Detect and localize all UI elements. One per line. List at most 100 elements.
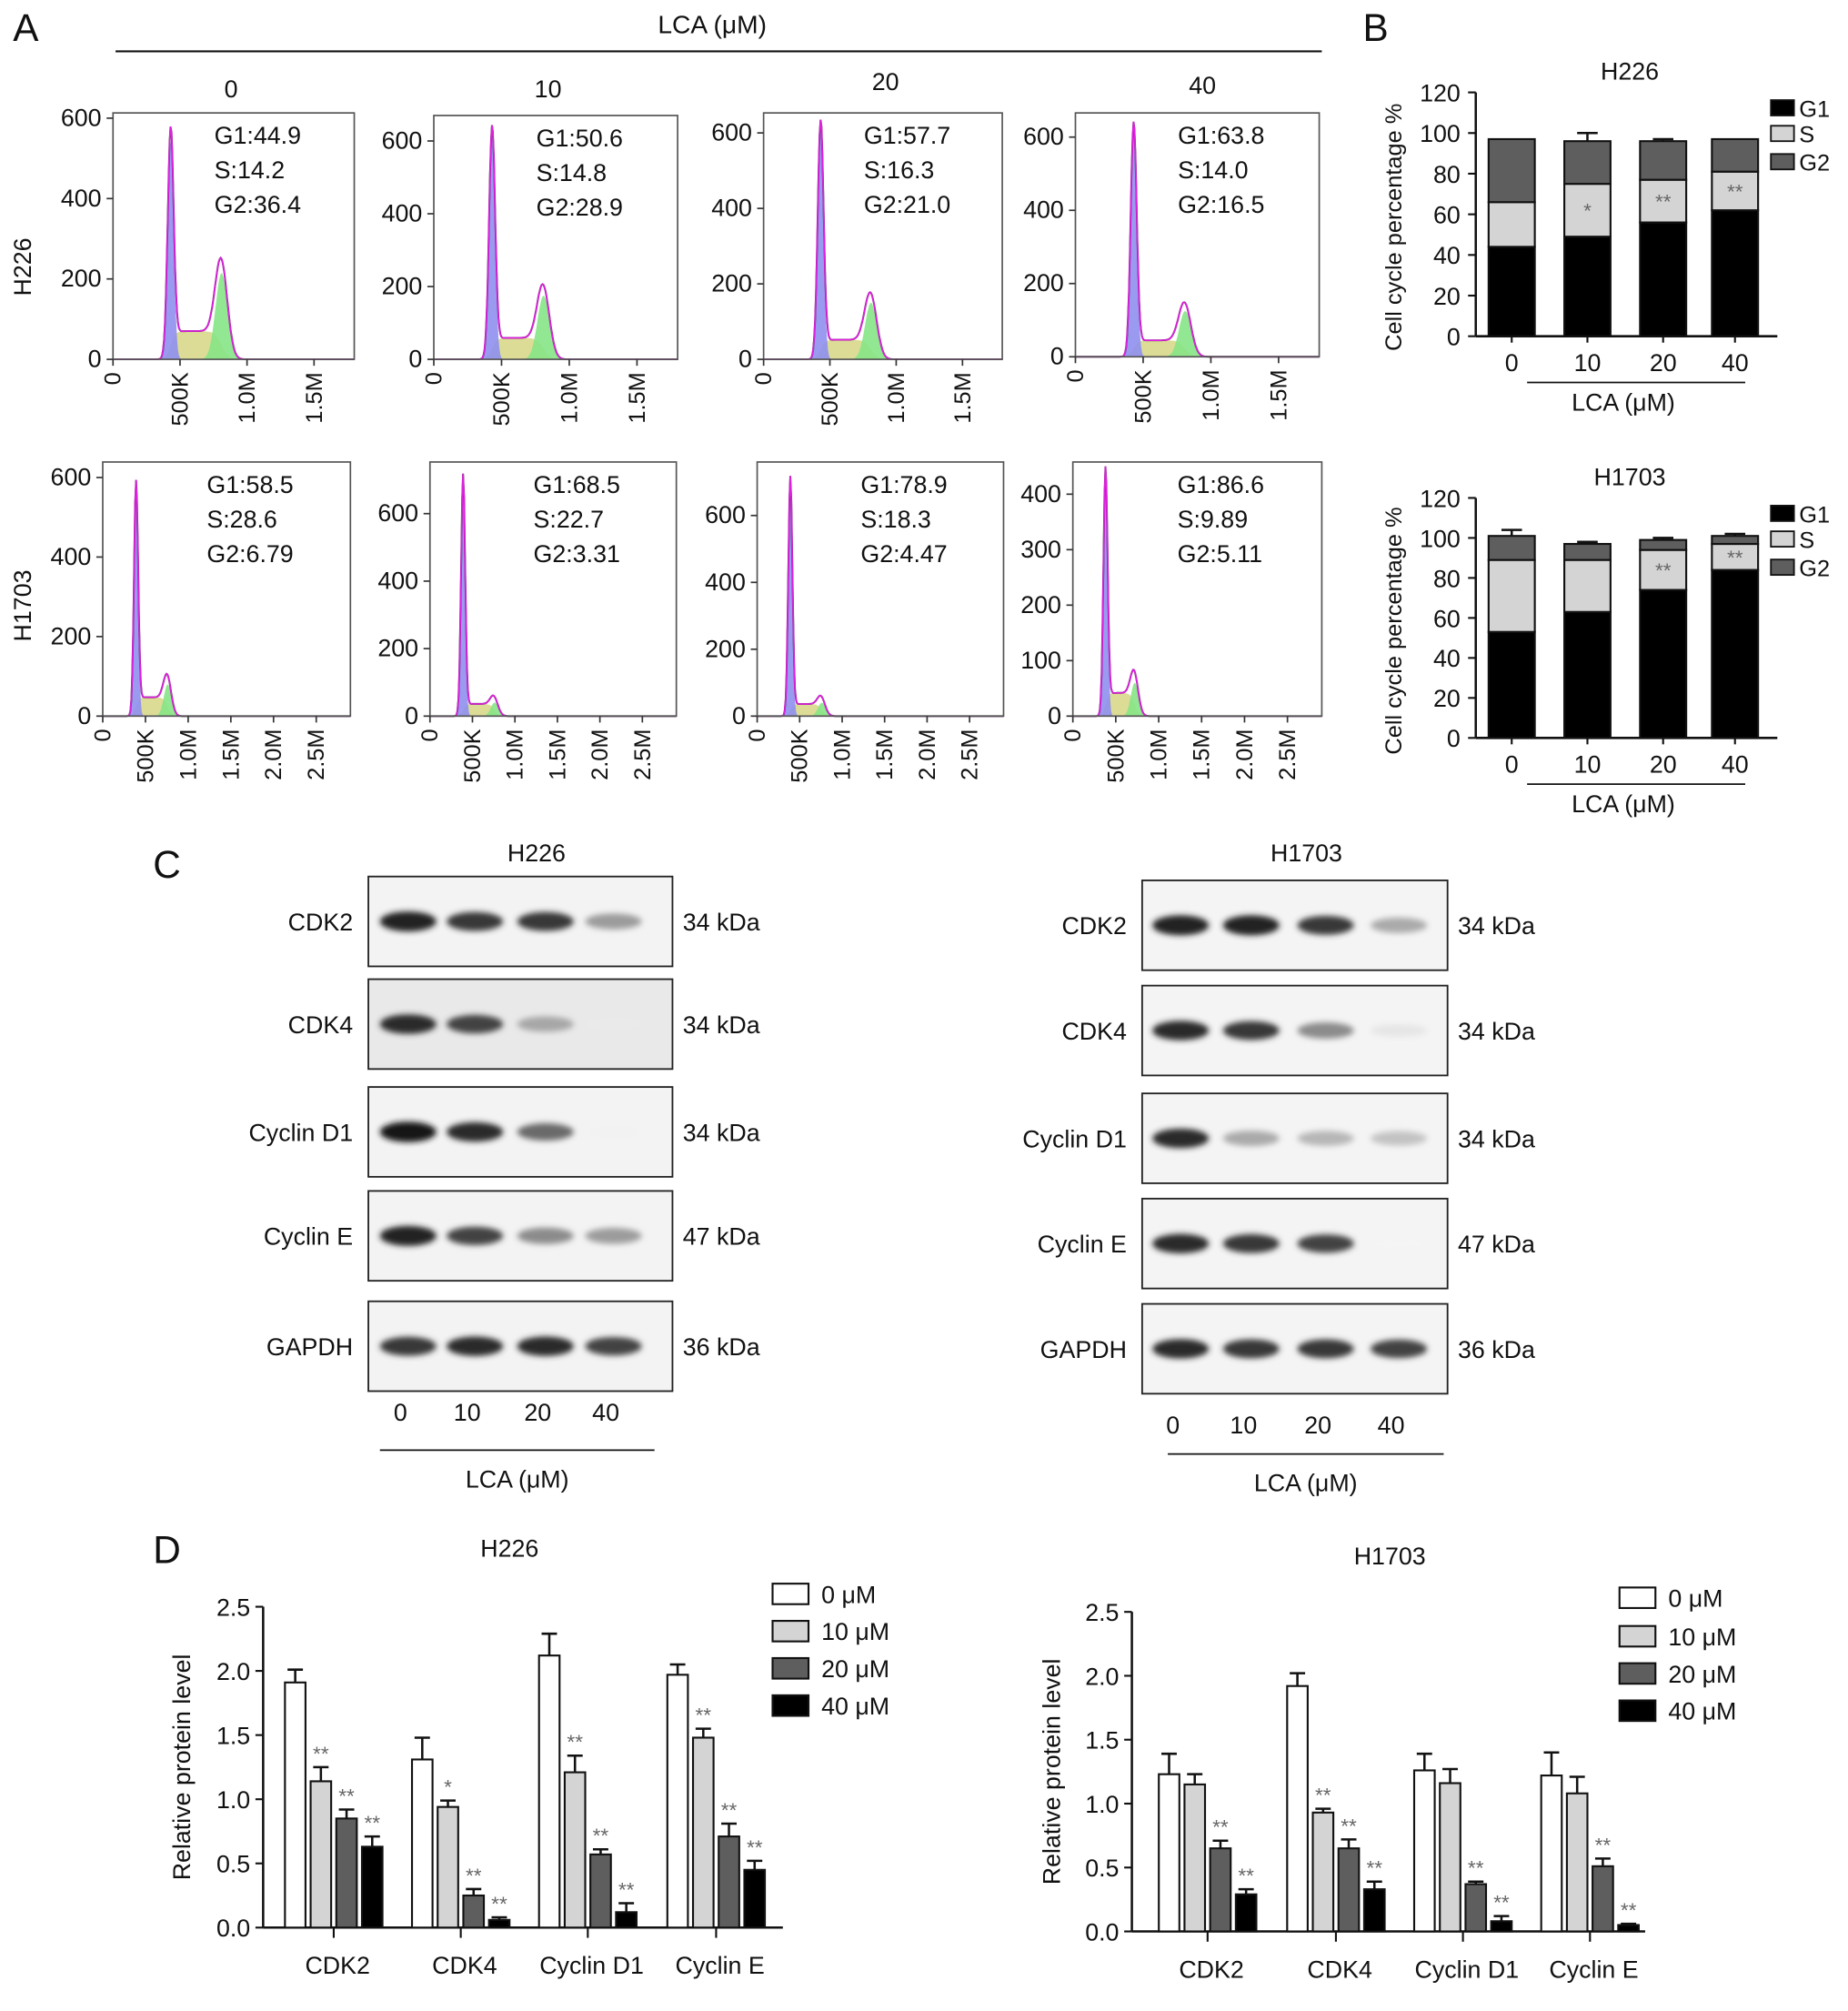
protein-label: GAPDH: [1040, 1336, 1127, 1363]
legend-label: G1: [1799, 96, 1830, 122]
y-tick-label: 20: [1433, 283, 1461, 310]
stacked-bar-segment-G2: [1711, 137, 1760, 173]
y-tick-label: 0: [1447, 324, 1461, 351]
x-tick-label: 1.5M: [1190, 729, 1215, 779]
legend-label: S: [1799, 123, 1814, 148]
bar-cyclin-d1-10uM: [563, 1771, 587, 1929]
protein-band: [1222, 1021, 1280, 1041]
y-tick-label: 600: [51, 463, 92, 490]
y-tick-label: 1.0: [216, 1786, 250, 1814]
plot-frame: [1074, 112, 1321, 358]
s-percentage: S:14.0: [1178, 156, 1248, 184]
bar-cyclin-d1-0uM: [537, 1654, 561, 1929]
bar-cyclin-e-20uM: [718, 1835, 740, 1929]
y-tick-label: 600: [1023, 123, 1064, 150]
molecular-weight-label: 34 kDa: [1458, 1125, 1535, 1152]
plot-frame: [428, 461, 678, 718]
protein-label: Cyclin E: [1038, 1231, 1127, 1258]
y-tick-label: 0.0: [216, 1915, 250, 1942]
lane-label: 10: [1230, 1412, 1257, 1439]
y-tick-label: 200: [377, 635, 418, 662]
stacked-bar-segment-G1: [1563, 236, 1612, 337]
stacked-bar-segment-G2: [1639, 140, 1688, 181]
flow-histogram-H1703-10: 0 200 400 600 0 500K 1.0M 1.5M 2.0M 2.5M G1:68.5 S:…: [377, 461, 678, 783]
x-tick-label: 10: [1574, 349, 1602, 377]
x-tick-label: 0: [101, 372, 126, 385]
x-tick-label: 20: [1650, 349, 1677, 377]
significance-marker: **: [1621, 1899, 1637, 1922]
y-tick-label: 0: [1447, 725, 1461, 752]
bar-cyclin-d1-40uM: [1490, 1920, 1513, 1933]
protein-band: [1222, 1339, 1280, 1359]
stacked-bar-segment-S: [1563, 558, 1612, 613]
stacked-bar-segment-G2: [1487, 535, 1536, 561]
stacked-bar-segment-G2: [1563, 140, 1612, 186]
stacked-bar-segment-G2: [1711, 535, 1760, 546]
x-tick-label: CDK2: [1179, 1956, 1243, 1983]
legend-label: 40 μM: [1668, 1698, 1736, 1725]
western-blot-H1703: H1703 CDK2 34 kDa CDK4 34 kDa Cyclin D1 34 kDa…: [1022, 840, 1535, 1497]
y-tick-label: 60: [1433, 202, 1461, 229]
y-tick-label: 600: [377, 499, 418, 527]
significance-marker: *: [444, 1776, 452, 1799]
y-tick-label: 400: [1020, 480, 1061, 508]
y-tick-label: 200: [382, 273, 423, 300]
stacked-bar-segment-S: [1711, 170, 1760, 212]
protein-label: CDK4: [288, 1011, 354, 1039]
blot-row-cyclin-d1: Cyclin D1 34 kDa: [248, 1086, 760, 1178]
protein-band: [379, 1336, 437, 1356]
x-tick-label: 40: [1722, 750, 1749, 778]
g1-percentage: G1:57.7: [864, 122, 950, 149]
legend-swatch-0uM: [771, 1583, 810, 1605]
legend-label: 10 μM: [1668, 1624, 1736, 1651]
flow-histogram-H1703-0: 0 200 400 600 0 500K 1.0M 1.5M 2.0M 2.5M G1:58.5 S:…: [51, 461, 352, 783]
protein-band: [585, 1228, 642, 1244]
protein-band: [585, 1336, 642, 1356]
significance-marker: **: [1468, 1857, 1484, 1880]
bar-cyclin-e-0uM: [1540, 1775, 1563, 1933]
g2-percentage: G2:16.5: [1178, 191, 1264, 218]
x-tick-label: 1.5M: [950, 372, 976, 423]
y-tick-label: 200: [1023, 269, 1064, 297]
x-tick-label: 1.5M: [1266, 369, 1291, 420]
cell-line-label: H1703: [9, 569, 36, 641]
x-tick-label: 40: [1722, 349, 1749, 377]
protein-band: [447, 1014, 504, 1034]
blot-title: H226: [507, 840, 566, 867]
protein-band: [585, 913, 642, 930]
legend-label: 10 μM: [821, 1618, 889, 1645]
molecular-weight-label: 34 kDa: [683, 1119, 760, 1146]
bar-cyclin-d1-40uM: [615, 1911, 638, 1929]
y-tick-label: 300: [1020, 536, 1061, 563]
x-tick-label: 0: [751, 372, 777, 385]
y-tick-label: 100: [1420, 525, 1461, 552]
x-tick-label: 1.0M: [1199, 369, 1224, 420]
legend-label: G2: [1799, 151, 1830, 176]
blot-row-cdk2: CDK2 34 kDa: [1061, 880, 1535, 971]
significance-marker: **: [696, 1704, 712, 1727]
y-tick-label: 0: [77, 702, 91, 729]
y-tick-label: 0: [738, 346, 752, 373]
g2-percentage: G2:28.9: [537, 194, 623, 221]
g2-percentage: G2:6.79: [206, 540, 293, 568]
bar-cdk2-0uM: [284, 1681, 306, 1929]
g1-percentage: G1:44.9: [215, 122, 301, 149]
molecular-weight-label: 47 kDa: [1458, 1231, 1535, 1258]
legend-swatch-G2: [1770, 153, 1795, 171]
protein-band: [447, 911, 504, 931]
g2-percentage: G2:5.11: [1178, 540, 1262, 568]
significance-marker: **: [747, 1836, 763, 1859]
legend-swatch-20uM: [771, 1656, 810, 1680]
molecular-weight-label: 34 kDa: [683, 1011, 760, 1039]
x-tick-label: 1.5M: [625, 372, 650, 423]
protein-band: [1371, 917, 1428, 933]
significance-marker: *: [1583, 200, 1592, 223]
protein-band: [447, 1121, 504, 1142]
x-tick-label: 500K: [1130, 369, 1156, 423]
y-tick-label: 60: [1433, 605, 1461, 632]
